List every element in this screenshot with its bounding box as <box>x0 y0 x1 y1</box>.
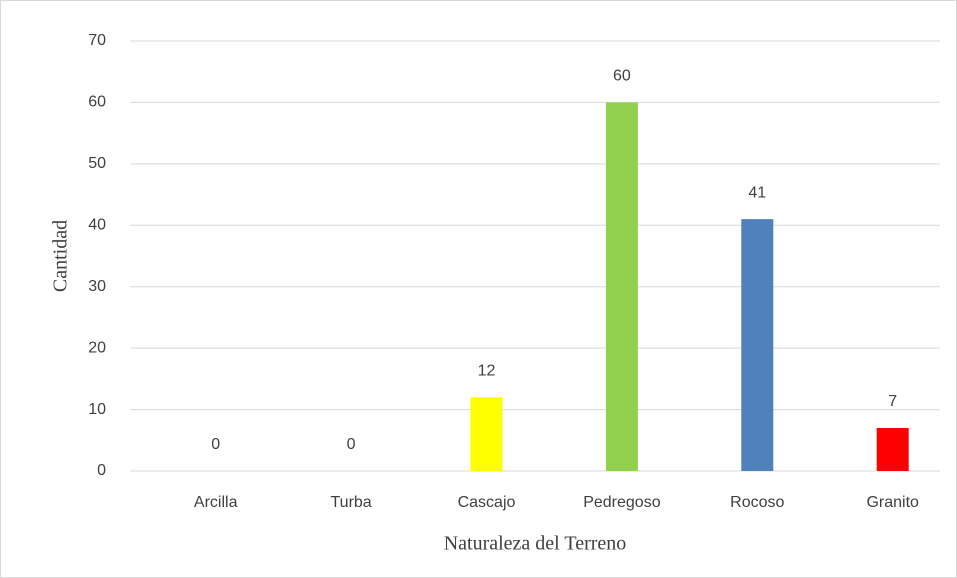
x-tick-label: Turba <box>330 494 371 511</box>
bar <box>876 428 909 471</box>
y-tick-label: 0 <box>97 462 106 479</box>
y-tick-label: 30 <box>88 278 106 295</box>
bar <box>741 219 774 471</box>
x-tick-label: Pedregoso <box>583 494 660 511</box>
x-tick-label: Granito <box>866 494 919 511</box>
x-tick-label: Cascajo <box>458 494 516 511</box>
data-label: 7 <box>888 393 897 410</box>
x-axis-title: Naturaleza del Terreno <box>444 533 627 555</box>
y-axis-title: Cantidad <box>50 220 72 292</box>
y-tick-label: 10 <box>88 401 106 418</box>
data-label: 0 <box>211 436 220 453</box>
x-tick-label: Rocoso <box>730 494 784 511</box>
y-tick-label: 50 <box>88 155 106 172</box>
y-tick-label: 20 <box>88 339 106 356</box>
data-label: 12 <box>478 363 496 380</box>
x-tick-label: Arcilla <box>194 494 238 511</box>
data-label: 41 <box>748 184 766 201</box>
y-tick-label: 60 <box>88 94 106 111</box>
bar <box>470 397 503 471</box>
data-label: 0 <box>347 436 356 453</box>
data-label: 60 <box>613 68 631 85</box>
y-tick-label: 70 <box>88 32 106 49</box>
bar <box>605 102 638 471</box>
y-tick-label: 40 <box>88 217 106 234</box>
